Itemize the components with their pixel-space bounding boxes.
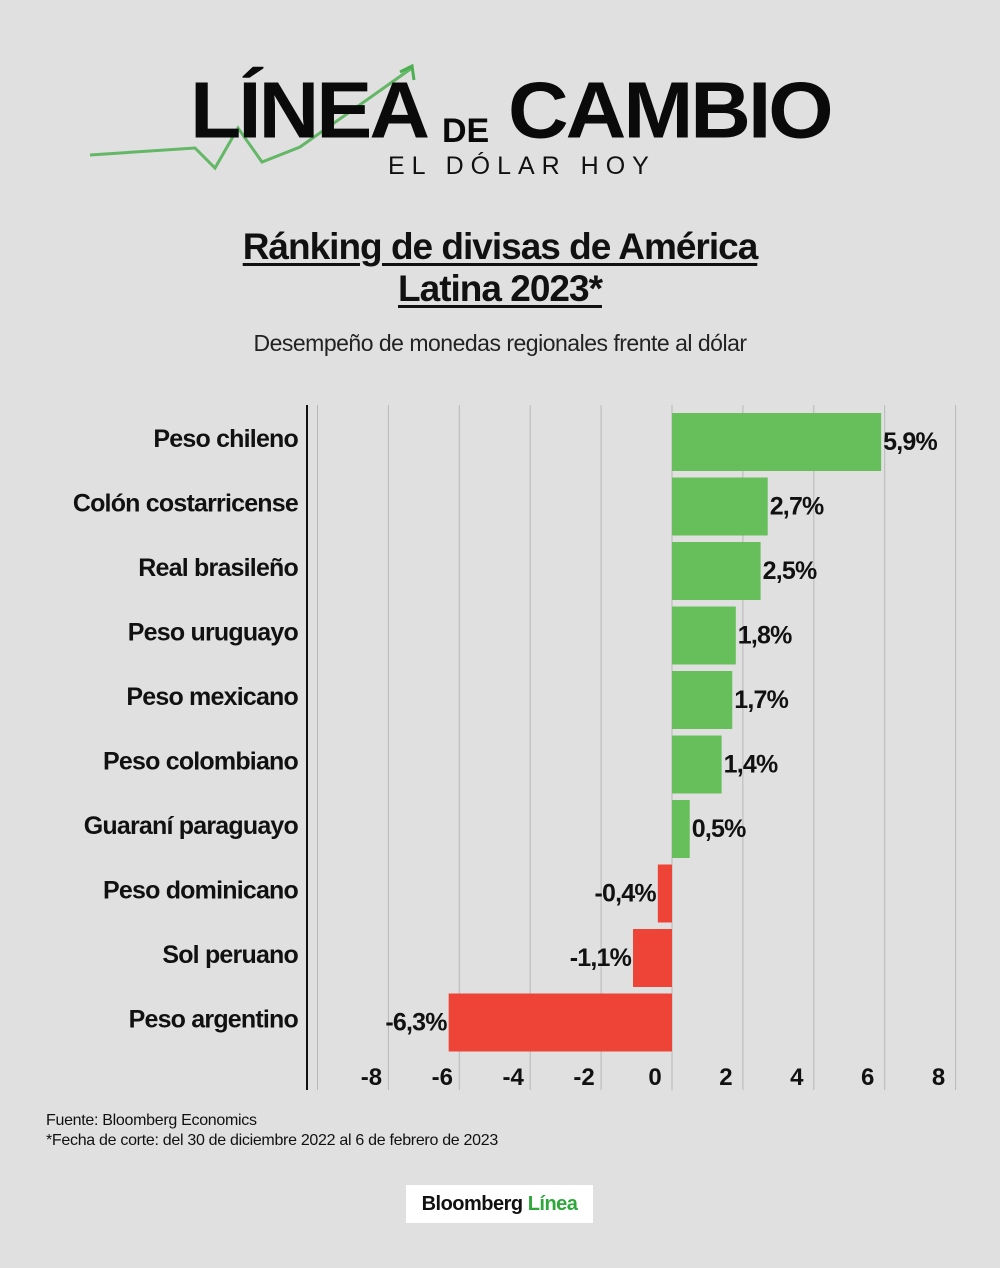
data-label: 1,7% [734,686,788,714]
data-label: 0,5% [692,815,746,843]
logo-tagline: EL DÓLAR HOY [388,152,656,180]
category-label: Peso argentino [129,1006,299,1034]
data-label: 2,7% [770,493,824,521]
x-tick-label: 6 [861,1064,874,1091]
bar [672,671,733,729]
bar [672,542,761,600]
data-label: 5,9% [883,428,937,456]
data-label: -1,1% [570,944,632,972]
data-label: -0,4% [595,880,657,908]
x-tick-label: 8 [932,1064,945,1091]
bar [672,477,768,536]
data-label: 1,8% [738,622,792,650]
cutoff-note: *Fecha de corte: del 30 de diciembre 202… [46,1132,498,1149]
chart-subtitle: Desempeño de monedas regionales frente a… [253,330,747,356]
bar [448,993,672,1052]
category-label: Real brasileño [138,554,298,582]
x-tick-label: -8 [361,1064,382,1091]
logo-word-linea: LÍNEA [190,65,430,155]
data-label: -6,3% [385,1009,447,1037]
brand-linea: Línea [527,1192,578,1215]
trend-arrow-icon [89,63,416,171]
category-label: Sol peruano [162,941,298,969]
bar [633,929,672,987]
category-label: Peso mexicano [126,683,298,711]
logo-word-cambio: CAMBIO [508,65,834,155]
category-label: Peso dominicano [103,877,299,905]
x-tick-label: -4 [503,1064,525,1091]
x-tick-label: 4 [790,1064,804,1091]
bar [657,864,672,923]
x-tick-label: -6 [432,1064,453,1091]
x-tick-label: 2 [719,1064,732,1091]
x-tick-label: 0 [648,1064,661,1091]
category-label: Peso colombiano [103,748,299,776]
category-label: Peso uruguayo [128,619,299,647]
category-label: Guaraní paraguayo [84,812,299,840]
linea-de-cambio-logo: LÍNEA DE CAMBIO EL DÓLAR HOY [0,60,1000,190]
category-label: Peso chileno [153,425,298,453]
brand-bloomberg: Bloomberg [421,1192,524,1215]
bar [672,606,736,665]
bar-chart: -8 -6 -4 -2 0 2 4 6 8 Peso chileno 5,9% Colón costa… [73,405,957,1091]
bar [672,800,690,858]
logo-word-de: DE [442,112,490,150]
data-label: 1,4% [724,751,778,779]
chart-title: Ránking de divisas de América Latina 202… [242,226,759,309]
x-tick-label: -2 [573,1064,594,1091]
bar [672,413,882,471]
bloomberg-linea-logo: Bloomberg Línea [406,1185,593,1223]
category-label: Colón costarricense [73,490,299,518]
data-label: 2,5% [763,557,817,585]
source-note: Fuente: Bloomberg Economics [46,1112,257,1129]
bar [672,735,722,794]
